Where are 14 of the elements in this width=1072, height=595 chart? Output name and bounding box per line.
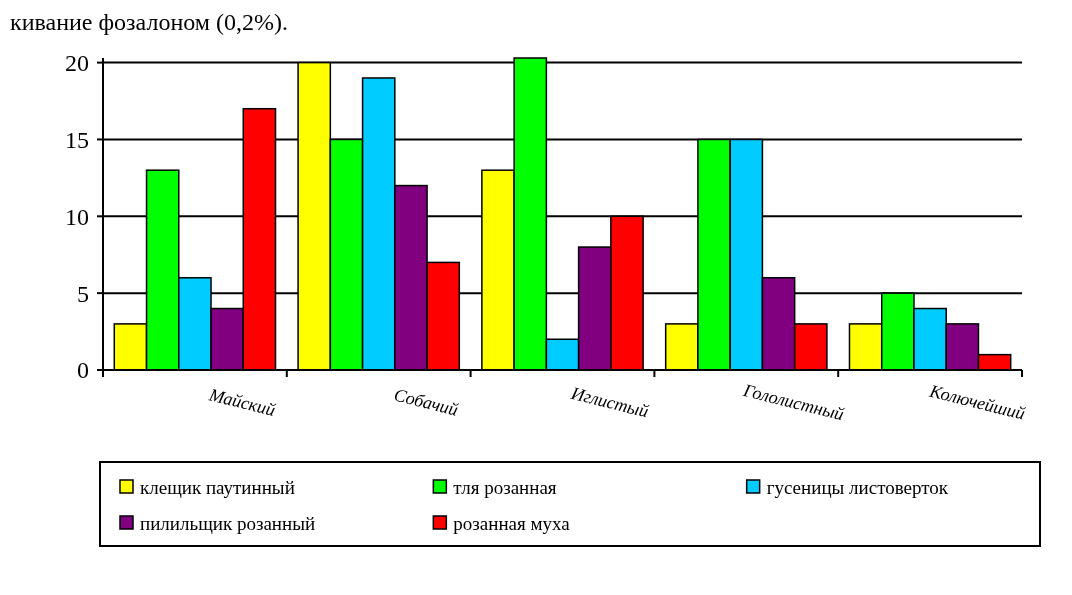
legend-label: гусеницы листоверток — [766, 476, 949, 498]
x-tick-label: Иглистый — [568, 382, 651, 422]
legend-label: клещик паутинный — [140, 476, 295, 498]
legend-label: розанная муха — [453, 512, 571, 534]
y-tick-label: 10 — [65, 203, 89, 230]
legend-label: пилильщик розанный — [140, 512, 316, 534]
x-tick-label: Собачий — [392, 384, 461, 420]
legend-label: тля розанная — [453, 476, 557, 498]
y-tick-label: 0 — [77, 357, 89, 384]
x-tick-label: Майский — [206, 384, 278, 420]
chart-title: кивание фозалоном (0,2%). — [10, 9, 288, 35]
y-tick-label: 5 — [77, 280, 89, 307]
y-tick-label: 20 — [65, 50, 89, 77]
y-tick-label: 15 — [65, 126, 89, 153]
